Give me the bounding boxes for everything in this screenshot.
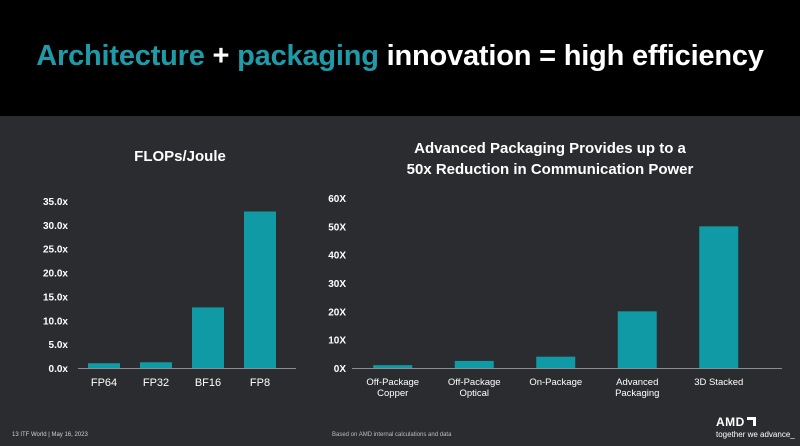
amd-arrow-icon (746, 417, 756, 426)
chart2-category-label: On-Package (529, 377, 582, 388)
chart2-category-label: Advanced Packaging (615, 377, 659, 399)
chart2-ytick-label: 30X (328, 279, 346, 290)
chart2-ytick-label: 0X (334, 364, 347, 375)
chart1-ytick-label: 0.0x (49, 364, 69, 375)
logo-name: AMD (716, 415, 745, 429)
chart1-ytick-label: 25.0x (43, 245, 68, 256)
chart1-category-label: FP8 (250, 377, 270, 389)
chart2-title: Advanced Packaging Provides up to a 50x … (350, 138, 750, 180)
amd-logo: AMD together we advance_ (716, 415, 796, 439)
chart2-category-label: 3D Stacked (694, 377, 743, 388)
chart1-ytick-label: 5.0x (49, 340, 69, 351)
chart1-bar (88, 363, 120, 368)
slide-title: Architecture + packaging innovation = hi… (0, 40, 800, 73)
chart2-title-line1: Advanced Packaging Provides up to a (414, 140, 686, 157)
chart1-bar (140, 362, 172, 368)
title-rest: innovation = high efficiency (378, 40, 764, 72)
chart2-bar (617, 311, 657, 368)
chart2-category-label: Off-Package Copper (366, 377, 419, 399)
logo-tagline: together we advance_ (716, 430, 795, 439)
chart1-bar (192, 307, 224, 368)
title-accent-packaging: packaging (237, 40, 379, 72)
title-plus: + (204, 40, 238, 72)
chart2-ytick-label: 60X (328, 194, 346, 205)
footer-note: Based on AMD internal calculations and d… (332, 432, 452, 438)
chart2-ytick-label: 50X (328, 222, 346, 233)
chart1-category-label: FP32 (143, 377, 169, 389)
chart2-title-line2: 50x Reduction in Communication Power (406, 161, 694, 178)
chart2-ytick-label: 40X (328, 251, 346, 262)
title-accent-architecture: Architecture (36, 40, 205, 72)
chart2-bar (454, 360, 494, 368)
chart2-bar (373, 365, 413, 368)
title-bar: Architecture + packaging innovation = hi… (0, 0, 800, 116)
chart1-category-label: BF16 (195, 377, 221, 389)
chart2-bar (536, 356, 576, 368)
chart2-bar (699, 226, 739, 368)
chart1-bar (244, 211, 276, 368)
chart1-ytick-label: 15.0x (43, 292, 68, 303)
chart1-title: FLOPs/Joule (134, 148, 226, 165)
chart1-ytick-label: 30.0x (43, 221, 68, 232)
footer-event: 13 ITF World | May 16, 2023 (12, 432, 88, 438)
chart2-category-label: Off-Package Optical (448, 377, 501, 399)
chart2-ytick-label: 20X (328, 307, 346, 318)
chart1-category-label: FP64 (91, 377, 117, 389)
chart2-ytick-label: 10X (328, 336, 346, 347)
chart1-ytick-label: 35.0x (43, 197, 68, 208)
chart1-ytick-label: 10.0x (43, 316, 68, 327)
chart1-ytick-label: 20.0x (43, 269, 68, 280)
